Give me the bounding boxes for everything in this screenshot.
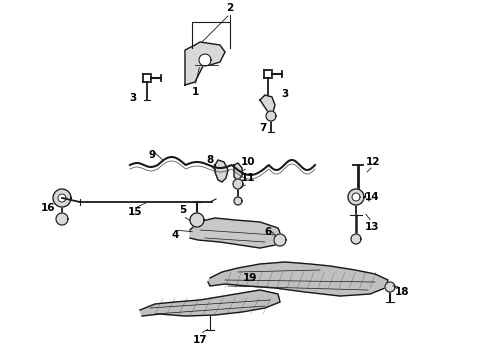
Text: 3: 3 bbox=[129, 93, 137, 103]
Polygon shape bbox=[185, 42, 225, 85]
Polygon shape bbox=[53, 189, 71, 207]
Polygon shape bbox=[351, 234, 361, 244]
Text: 3: 3 bbox=[281, 89, 289, 99]
Text: 18: 18 bbox=[395, 287, 409, 297]
Polygon shape bbox=[58, 194, 66, 202]
Text: 8: 8 bbox=[206, 155, 214, 165]
Text: 14: 14 bbox=[365, 192, 379, 202]
Polygon shape bbox=[208, 262, 388, 296]
Polygon shape bbox=[274, 234, 286, 246]
Text: 11: 11 bbox=[241, 173, 255, 183]
Text: 7: 7 bbox=[259, 123, 267, 133]
Polygon shape bbox=[140, 290, 280, 316]
Polygon shape bbox=[199, 54, 211, 66]
Polygon shape bbox=[385, 282, 395, 292]
Polygon shape bbox=[190, 213, 204, 227]
Polygon shape bbox=[234, 197, 242, 205]
Polygon shape bbox=[233, 179, 243, 189]
Text: 6: 6 bbox=[265, 227, 271, 237]
Text: 9: 9 bbox=[148, 150, 155, 160]
Text: 5: 5 bbox=[179, 205, 187, 215]
Text: 4: 4 bbox=[172, 230, 179, 240]
Text: 2: 2 bbox=[226, 3, 234, 13]
Text: 12: 12 bbox=[366, 157, 380, 167]
Polygon shape bbox=[56, 213, 68, 225]
Polygon shape bbox=[234, 163, 242, 180]
Polygon shape bbox=[266, 111, 276, 121]
Polygon shape bbox=[260, 95, 275, 112]
Polygon shape bbox=[190, 218, 282, 248]
Text: 13: 13 bbox=[365, 222, 379, 232]
Polygon shape bbox=[348, 189, 364, 205]
Text: 15: 15 bbox=[128, 207, 142, 217]
Polygon shape bbox=[352, 193, 360, 201]
Text: 10: 10 bbox=[241, 157, 255, 167]
Text: 1: 1 bbox=[192, 87, 198, 97]
Text: 17: 17 bbox=[193, 335, 207, 345]
Text: 19: 19 bbox=[243, 273, 257, 283]
Polygon shape bbox=[215, 160, 228, 182]
Text: 16: 16 bbox=[41, 203, 55, 213]
